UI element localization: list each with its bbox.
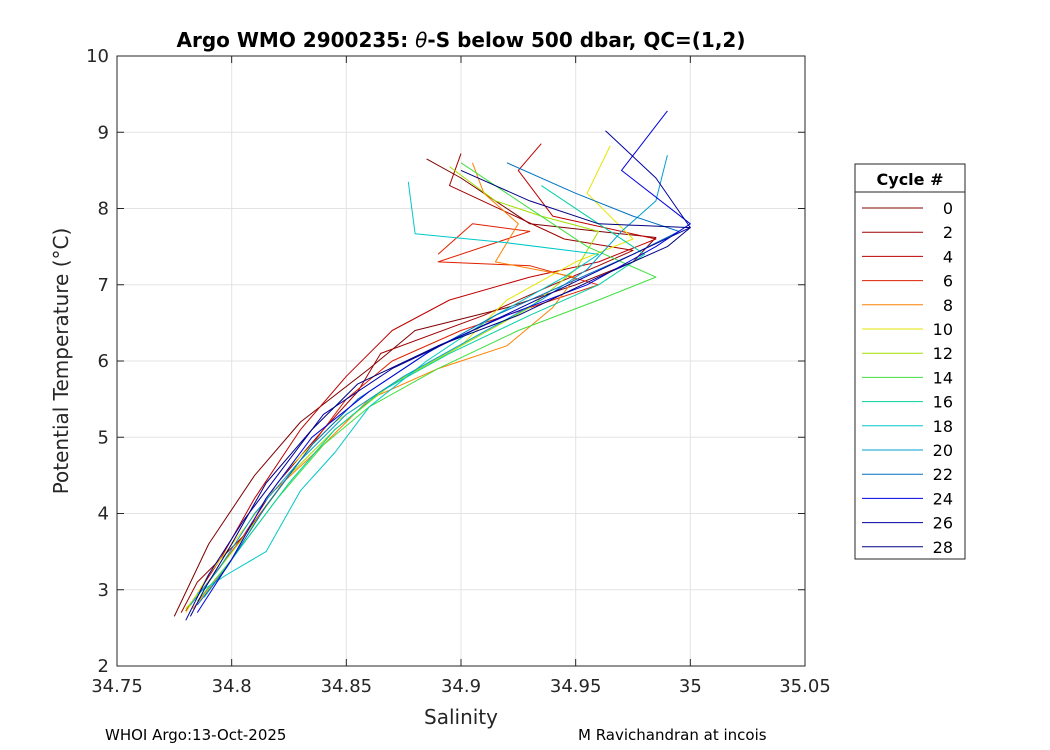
legend-label-cycle-18: 18	[933, 417, 953, 436]
legend-title: Cycle #	[877, 170, 944, 189]
series-line-cycle-20	[190, 154, 668, 606]
x-tick-label: 34.8	[212, 676, 252, 697]
y-tick-label: 4	[98, 504, 109, 525]
tick-marks	[116, 55, 806, 667]
legend-label-cycle-22: 22	[933, 465, 953, 484]
legend-label-cycle-12: 12	[933, 344, 953, 363]
footer-right: M Ravichandran at incois	[578, 726, 767, 744]
x-tick-label: 34.9	[441, 676, 481, 697]
legend-label-cycle-4: 4	[943, 247, 953, 266]
legend-label-cycle-26: 26	[933, 514, 953, 533]
legend-label-cycle-14: 14	[933, 368, 953, 387]
y-tick-label: 9	[98, 122, 109, 143]
series-line-cycle-28	[189, 169, 691, 617]
legend-box	[854, 163, 966, 560]
series-line-cycle-16	[203, 185, 645, 598]
x-tick-label: 35	[679, 676, 702, 697]
y-tick-label: 8	[98, 199, 109, 220]
series-line-cycle-22	[196, 162, 680, 606]
legend-label-cycle-2: 2	[943, 223, 953, 242]
series-line-cycle-18	[197, 181, 600, 595]
y-tick-label: 7	[98, 275, 109, 296]
y-tick-label: 6	[98, 351, 109, 372]
series-layer	[173, 110, 691, 621]
x-tick-label: 34.95	[550, 676, 602, 697]
legend-label-cycle-16: 16	[933, 393, 953, 412]
legend-label-cycle-0: 0	[943, 199, 953, 218]
y-tick-label: 10	[86, 46, 109, 67]
legend-label-cycle-10: 10	[933, 320, 953, 339]
y-tick-label: 5	[98, 427, 109, 448]
legend-label-cycle-28: 28	[933, 538, 953, 557]
legend-label-cycle-8: 8	[943, 296, 953, 315]
y-tick-labels: 2 3 4 5 6 7 8 9 10	[86, 46, 109, 677]
x-tick-label: 34.75	[91, 676, 143, 697]
y-axis-label: Potential Temperature (°C)	[49, 228, 73, 495]
y-tick-label: 3	[98, 580, 109, 601]
footer-left: WHOI Argo:13-Oct-2025	[105, 726, 287, 744]
legend-label-cycle-20: 20	[933, 441, 953, 460]
y-tick-label: 2	[98, 656, 109, 677]
legend-label-cycle-6: 6	[943, 272, 953, 291]
x-axis-label: Salinity	[424, 705, 498, 729]
x-tick-labels: 34.75 34.8 34.85 34.9 34.95 35 35.05	[91, 676, 831, 697]
legend-label-cycle-24: 24	[933, 489, 953, 508]
x-tick-label: 34.85	[321, 676, 373, 697]
series-line-cycle-0	[173, 158, 657, 617]
series-line-cycle-4	[185, 143, 657, 612]
x-tick-label: 35.05	[779, 676, 831, 697]
series-line-cycle-26	[185, 130, 691, 621]
chart-title: Argo WMO 2900235: θ-S below 500 dbar, QC…	[177, 28, 746, 52]
